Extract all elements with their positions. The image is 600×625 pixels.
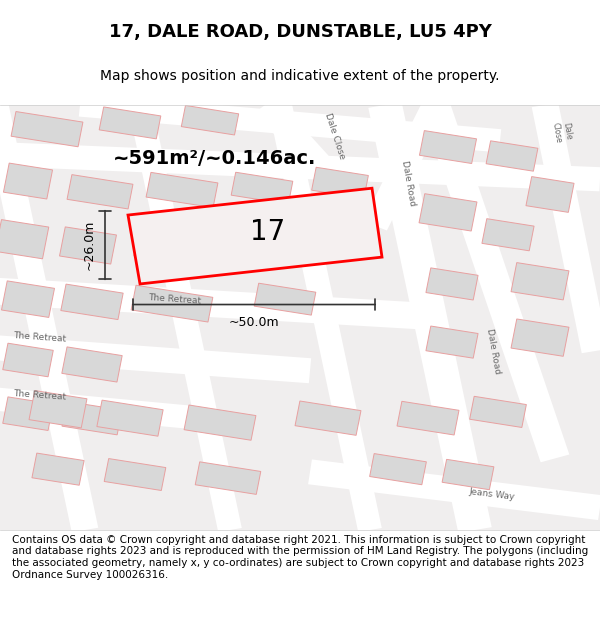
Polygon shape: [268, 103, 382, 532]
Polygon shape: [295, 401, 361, 435]
Polygon shape: [363, 100, 447, 231]
Polygon shape: [62, 401, 122, 435]
Polygon shape: [29, 391, 87, 428]
Polygon shape: [59, 227, 116, 264]
Text: Dale Close: Dale Close: [323, 112, 347, 161]
Text: ~50.0m: ~50.0m: [229, 316, 280, 329]
Polygon shape: [146, 173, 218, 208]
Polygon shape: [526, 177, 574, 212]
Polygon shape: [79, 93, 501, 152]
Text: The Retreat: The Retreat: [13, 331, 67, 344]
Polygon shape: [482, 219, 534, 251]
Polygon shape: [368, 102, 492, 533]
Polygon shape: [231, 173, 293, 204]
Polygon shape: [426, 268, 478, 300]
Polygon shape: [254, 283, 316, 315]
Polygon shape: [128, 188, 382, 284]
Polygon shape: [486, 141, 538, 171]
Text: Dale
Close: Dale Close: [551, 120, 574, 144]
Polygon shape: [0, 102, 98, 532]
Text: Jeans Way: Jeans Way: [469, 487, 515, 501]
Polygon shape: [532, 103, 600, 353]
Polygon shape: [184, 405, 256, 440]
Polygon shape: [3, 343, 53, 377]
Polygon shape: [237, 228, 303, 262]
Polygon shape: [62, 347, 122, 382]
Polygon shape: [61, 284, 123, 319]
Text: Dale Road: Dale Road: [485, 328, 502, 374]
Polygon shape: [67, 174, 133, 209]
Polygon shape: [104, 459, 166, 491]
Polygon shape: [308, 459, 600, 520]
Polygon shape: [421, 101, 569, 462]
Text: ~591m²/~0.146ac.: ~591m²/~0.146ac.: [113, 149, 317, 168]
Polygon shape: [131, 285, 213, 322]
Polygon shape: [3, 397, 53, 431]
Polygon shape: [254, 98, 385, 233]
Polygon shape: [97, 400, 163, 436]
Polygon shape: [195, 462, 261, 494]
Text: Dale Road: Dale Road: [400, 159, 416, 206]
Text: The Retreat: The Retreat: [148, 293, 202, 306]
Polygon shape: [426, 326, 478, 358]
Polygon shape: [397, 401, 459, 435]
Text: The Retreat: The Retreat: [13, 389, 67, 402]
Text: Map shows position and indicative extent of the property.: Map shows position and indicative extent…: [100, 69, 500, 82]
Polygon shape: [181, 106, 239, 135]
Text: 17: 17: [250, 218, 286, 246]
Polygon shape: [419, 194, 477, 231]
Polygon shape: [442, 459, 494, 490]
Polygon shape: [470, 396, 526, 428]
Polygon shape: [11, 111, 83, 147]
Polygon shape: [511, 319, 569, 356]
Polygon shape: [32, 453, 84, 485]
Polygon shape: [419, 131, 476, 164]
Polygon shape: [134, 229, 210, 267]
Polygon shape: [311, 168, 368, 198]
Polygon shape: [128, 103, 242, 532]
Polygon shape: [0, 142, 600, 191]
Polygon shape: [0, 334, 311, 383]
Polygon shape: [0, 386, 202, 430]
Polygon shape: [370, 454, 427, 485]
Text: 17, DALE ROAD, DUNSTABLE, LU5 4PY: 17, DALE ROAD, DUNSTABLE, LU5 4PY: [109, 22, 491, 41]
Text: ~26.0m: ~26.0m: [83, 220, 95, 270]
Polygon shape: [99, 107, 161, 139]
Polygon shape: [0, 277, 441, 331]
Polygon shape: [4, 163, 53, 199]
Polygon shape: [1, 281, 55, 318]
Polygon shape: [0, 219, 49, 259]
Text: Contains OS data © Crown copyright and database right 2021. This information is : Contains OS data © Crown copyright and d…: [12, 535, 588, 579]
Polygon shape: [511, 262, 569, 300]
